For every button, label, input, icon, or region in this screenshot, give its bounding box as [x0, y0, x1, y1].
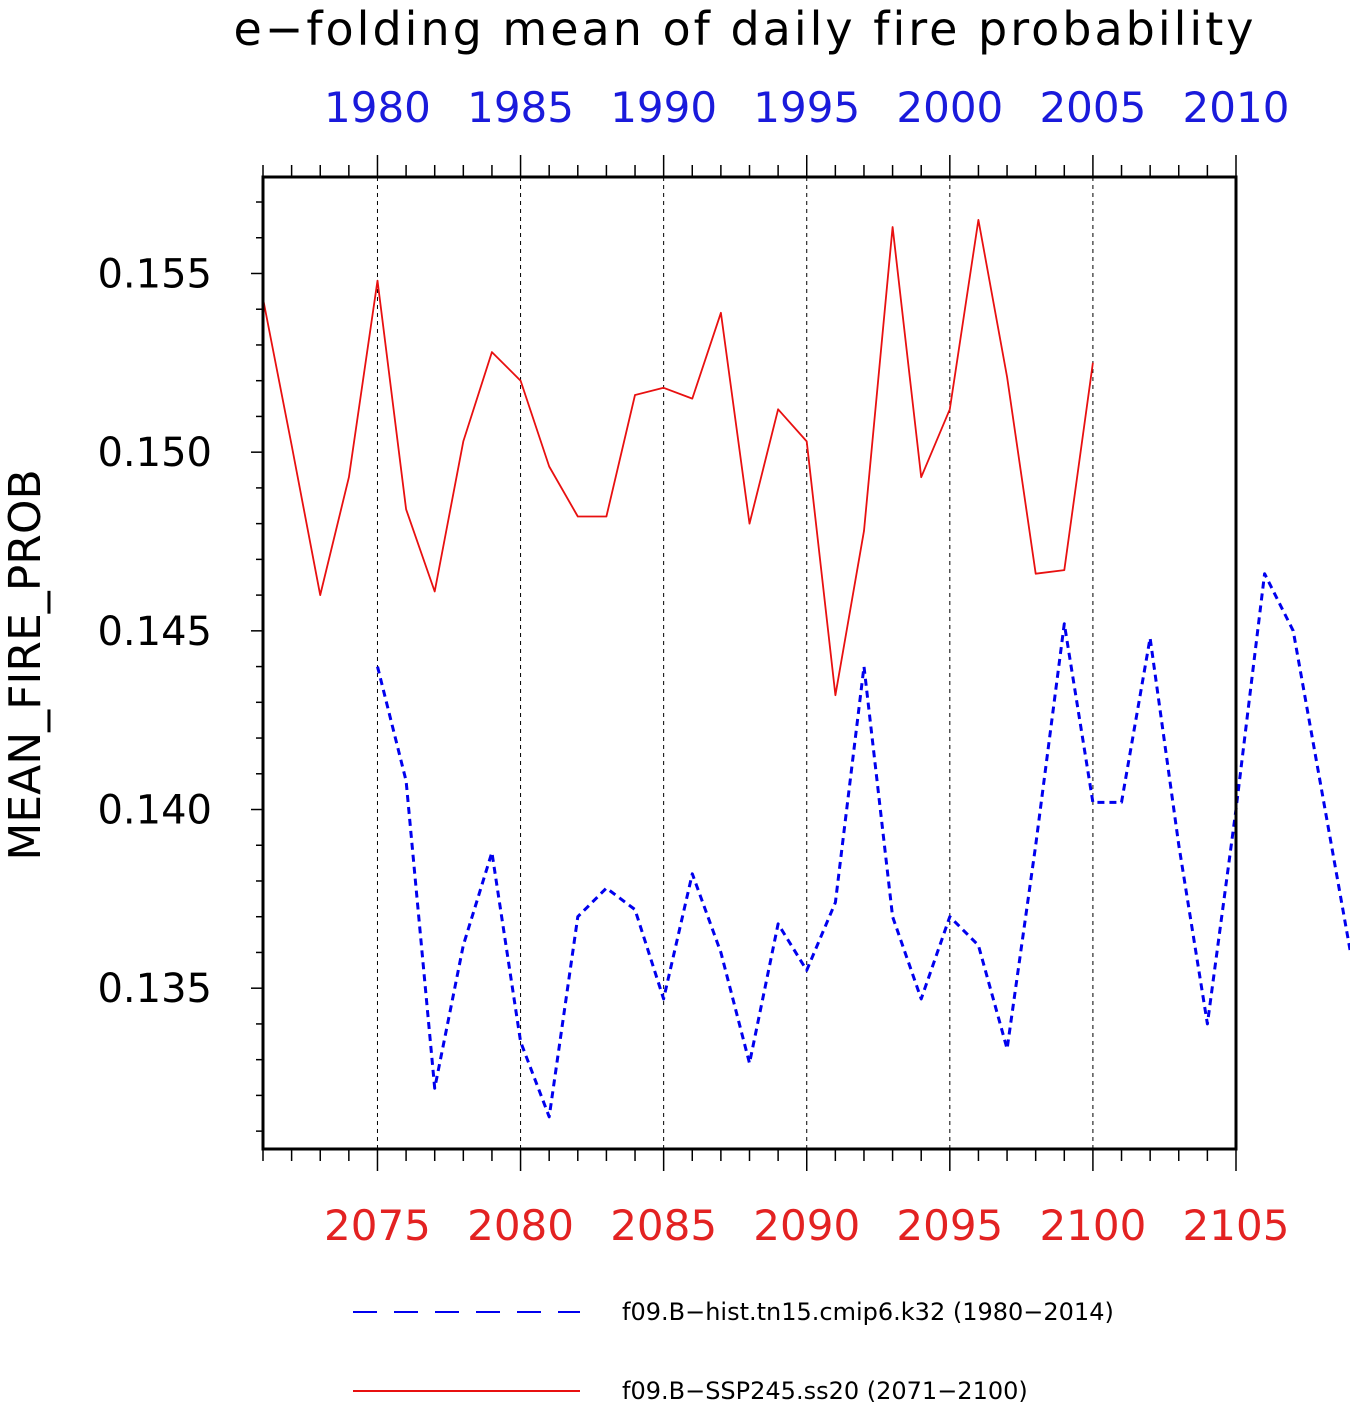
x-top-tick-label: 1990 — [610, 83, 717, 132]
historical-series-line — [376, 572, 1350, 1119]
plot-frame — [261, 175, 1238, 1151]
x-top-tick-label: 2005 — [1039, 83, 1146, 132]
axes: 0.135 0.140 0.145 0.150 0.155 1980 1985 1990 199… — [97, 83, 1289, 1250]
x-top-tick-label: 1980 — [324, 83, 431, 132]
x-bottom-tick-label: 2095 — [896, 1201, 1003, 1250]
x-bottom-tick-label: 2075 — [324, 1201, 431, 1250]
y-axis-label: MEAN_FIRE_PROB — [0, 469, 51, 860]
y-tick-label: 0.150 — [97, 430, 212, 476]
x-bottom-tick-label: 2080 — [467, 1201, 574, 1250]
x-top-tick-label: 2000 — [896, 83, 1003, 132]
y-tick-label: 0.145 — [97, 609, 212, 655]
legend: f09.B−hist.tn15.cmip6.k32 (1980−2014) f09… — [353, 1298, 1114, 1405]
chart-title: e−folding mean of daily fire probability — [234, 2, 1257, 56]
x-bottom-tick-label: 2090 — [753, 1201, 860, 1250]
x-bottom-tick-label: 2100 — [1039, 1201, 1146, 1250]
y-tick-label: 0.155 — [97, 251, 212, 297]
x-bottom-tick-label: 2085 — [610, 1201, 717, 1250]
x-top-tick-label: 2010 — [1183, 83, 1290, 132]
y-tick-label: 0.140 — [97, 788, 212, 834]
x-top-tick-label: 1995 — [753, 83, 860, 132]
series-group — [262, 218, 1350, 1119]
legend-label-ssp245: f09.B−SSP245.ss20 (2071−2100) — [622, 1377, 1028, 1405]
ssp245-series-line — [262, 218, 1094, 697]
x-bottom-tick-label: 2105 — [1183, 1201, 1290, 1250]
y-tick-label: 0.135 — [97, 966, 212, 1012]
gridlines — [376, 177, 1094, 1149]
legend-label-historical: f09.B−hist.tn15.cmip6.k32 (1980−2014) — [622, 1298, 1114, 1326]
x-top-tick-label: 1985 — [467, 83, 574, 132]
